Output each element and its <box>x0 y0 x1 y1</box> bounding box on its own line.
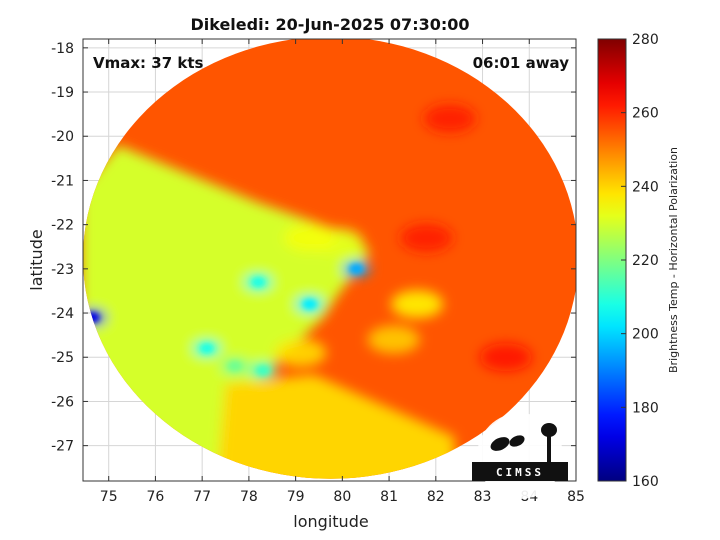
x-tick-label: 78 <box>240 489 258 505</box>
convective-core <box>199 343 214 354</box>
y-tick-label: -18 <box>51 41 74 57</box>
brightness-feature <box>391 290 444 319</box>
y-tick-label: -24 <box>51 306 74 322</box>
satellite-swath <box>83 39 576 479</box>
satellite-dish-icon <box>509 435 525 447</box>
y-tick-label: -23 <box>51 262 74 278</box>
colorbar-ticks: 280 260 240 220 200 180 160 <box>621 32 659 490</box>
y-tick-label: -21 <box>51 173 74 189</box>
convective-core <box>227 361 242 372</box>
convective-core <box>255 365 270 376</box>
x-tick-label: 79 <box>287 489 305 505</box>
x-tick-label: 75 <box>100 489 118 505</box>
colorbar-tick-label: 240 <box>632 179 659 195</box>
logo-ground <box>472 462 568 481</box>
x-axis-label: longitude <box>293 512 368 531</box>
colorbar-tick-label: 280 <box>632 32 659 48</box>
x-tick-label: 76 <box>147 489 165 505</box>
brightness-feature <box>283 223 336 252</box>
colorbar-tick-label: 220 <box>632 253 659 269</box>
y-tick-label: -25 <box>51 350 74 366</box>
x-tick-label: 85 <box>567 489 585 505</box>
brightness-feature <box>479 343 532 372</box>
brightness-feature <box>400 223 453 252</box>
x-tick-label: 82 <box>427 489 445 505</box>
satellite-dish-icon <box>490 437 510 451</box>
colorbar-tick-label: 260 <box>632 106 659 122</box>
brightness-feature <box>367 325 420 354</box>
x-tick-label: 80 <box>333 489 351 505</box>
colorbar-tick-label: 200 <box>632 327 659 343</box>
y-tick-label: -26 <box>51 394 74 410</box>
y-tick-label: -20 <box>51 129 74 145</box>
cimss-logo: CIMSS <box>472 413 568 499</box>
swath-segment <box>216 374 455 479</box>
colorbar-tick-label: 180 <box>632 400 659 416</box>
y-tick-label: -22 <box>51 218 74 234</box>
brightness-feature <box>274 338 327 367</box>
x-tick-label: 77 <box>193 489 211 505</box>
logo-text: CIMSS <box>496 466 544 479</box>
convective-core <box>302 299 317 310</box>
y-axis-label: latitude <box>27 229 46 290</box>
convective-core <box>251 277 266 288</box>
x-tick-label: 83 <box>474 489 492 505</box>
colorbar-tick-label: 160 <box>632 474 659 490</box>
chart-title: Dikeledi: 20-Jun-2025 07:30:00 <box>190 15 469 34</box>
convective-core <box>349 263 364 274</box>
colorbar: 280 260 240 220 200 180 160 Brightness Temp - … <box>597 32 680 490</box>
vmax-annotation: Vmax: 37 kts <box>93 54 203 72</box>
brightness-feature <box>423 104 476 133</box>
tower-tank-icon <box>541 423 557 437</box>
x-axis-ticks: 7576777879808182838485 <box>100 39 585 505</box>
axes-frame <box>82 38 577 482</box>
time-away-annotation: 06:01 away <box>473 54 570 72</box>
tower-icon <box>547 436 551 462</box>
y-tick-label: -27 <box>51 439 74 455</box>
y-tick-label: -19 <box>51 85 74 101</box>
x-tick-label: 81 <box>380 489 398 505</box>
y-axis-ticks: -18 -19 -20 -21 -22 -23 -24 -25 -26 -27 <box>51 41 576 455</box>
colorbar-label: Brightness Temp - Horizontal Polarizatio… <box>667 147 680 373</box>
